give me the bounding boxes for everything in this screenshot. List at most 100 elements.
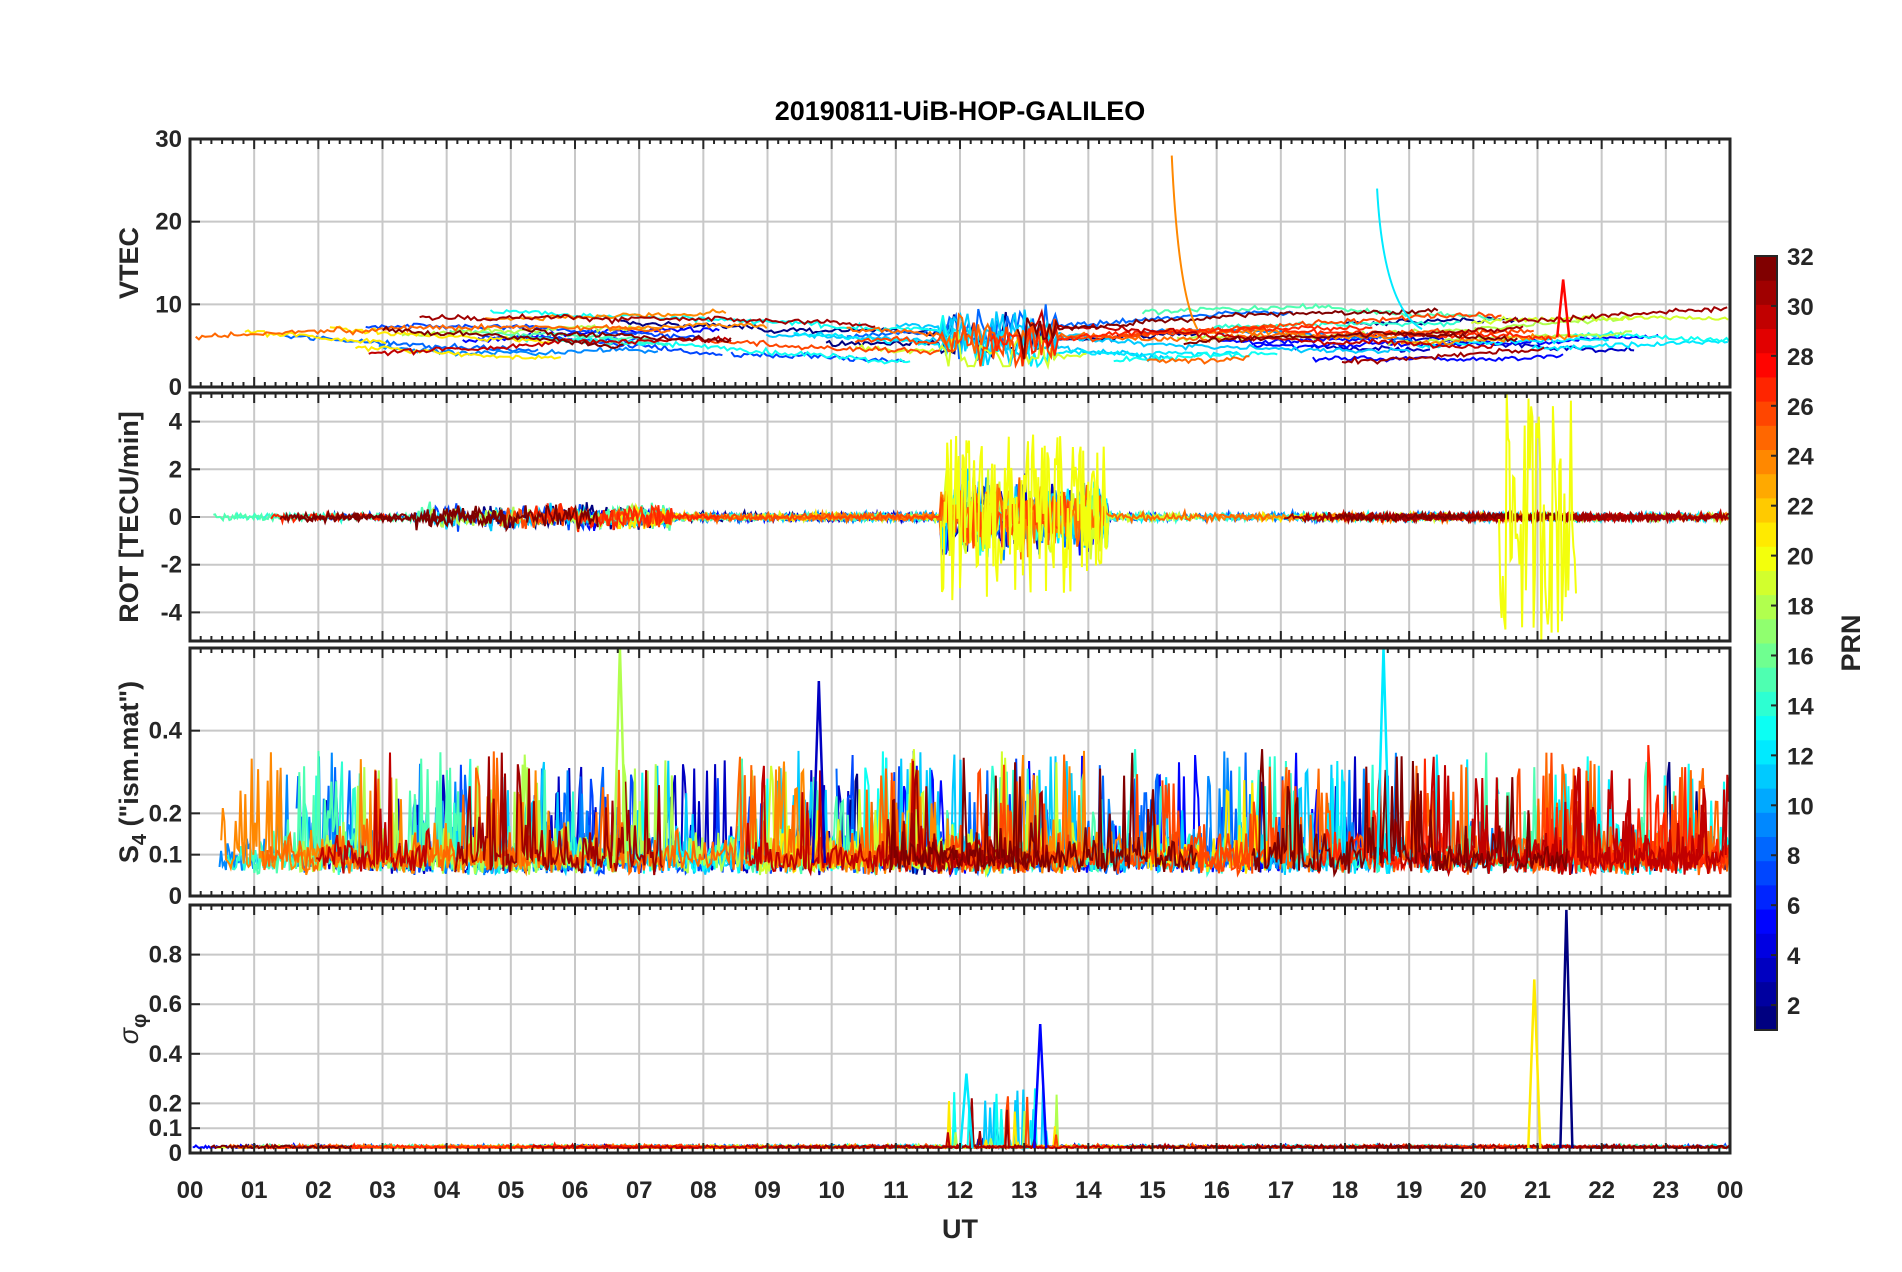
series-line-prn-26 — [1305, 327, 1534, 341]
rot-activity — [939, 434, 1109, 601]
x-tick-label: 09 — [754, 1177, 781, 1204]
colorbar-tick-label: 22 — [1787, 494, 1814, 521]
colorbar-tick-label: 10 — [1787, 793, 1814, 820]
y-tick-label: 20 — [155, 209, 182, 236]
y-axis-label-sigma: σφ — [114, 1014, 151, 1045]
series-line-prn-25 — [612, 754, 1087, 876]
x-tick-label: 12 — [947, 1177, 974, 1204]
series-line-prn-5 — [462, 326, 720, 344]
series-line-prn-30 — [316, 752, 432, 874]
y-axis-label-s4: S4 ("ism.mat") — [114, 681, 151, 863]
colorbar-level — [1755, 739, 1777, 765]
colorbar-level — [1755, 449, 1777, 475]
colorbar-level — [1755, 497, 1777, 523]
x-tick-label: 23 — [1652, 1177, 1679, 1204]
colorbar-level — [1755, 1005, 1777, 1031]
event-spike — [1559, 909, 1574, 1149]
colorbar-level — [1755, 376, 1777, 402]
colorbar-level — [1755, 909, 1777, 934]
series-line-prn-12 — [980, 1119, 1359, 1151]
x-tick-label: 14 — [1075, 1177, 1102, 1204]
colorbar-tick-label: 12 — [1787, 743, 1814, 770]
series-line-prn-19 — [854, 330, 1087, 371]
event-spike — [1376, 648, 1391, 863]
colorbar-level — [1755, 836, 1777, 862]
series-line-prn-31 — [772, 1098, 1037, 1151]
x-tick-label: 00 — [177, 1177, 204, 1204]
series-line-prn-3 — [1310, 343, 1431, 353]
x-tick-label: 11 — [883, 1177, 908, 1204]
panel-vtec: 0 10 20 30 VTEC — [114, 126, 1732, 401]
y-tick-label: 30 — [155, 126, 182, 153]
series-line-prn-33 — [521, 327, 732, 344]
colorbar-level — [1755, 304, 1777, 330]
series-line-prn-31 — [1341, 346, 1545, 365]
y-tick-label: 0 — [169, 374, 182, 401]
colorbar-tick-label: 32 — [1787, 244, 1814, 271]
x-tick-label: 08 — [690, 1177, 717, 1204]
event-spike — [612, 648, 628, 863]
series-line-prn-30 — [745, 760, 1004, 877]
series-line-prn-8 — [284, 334, 539, 353]
series-line-prn-24 — [608, 322, 768, 332]
colorbar-level — [1755, 522, 1777, 547]
colorbar-level — [1755, 933, 1777, 958]
colorbar-tick-label: 18 — [1787, 594, 1814, 621]
colorbar-level — [1755, 643, 1777, 668]
series-line-prn-33 — [1125, 1143, 1460, 1150]
colorbar-level — [1755, 812, 1777, 837]
series-line-prn-21 — [244, 329, 387, 345]
colorbar-level — [1755, 667, 1777, 692]
x-axis-label: UT — [942, 1214, 978, 1244]
series-line-prn-33 — [1183, 330, 1518, 346]
series-line-prn-25 — [1146, 355, 1250, 365]
y-axis-label-vtec: VTEC — [114, 227, 144, 299]
y-tick-label: 0 — [169, 883, 182, 910]
x-tick-label: 19 — [1396, 1177, 1423, 1204]
x-tick-label: 06 — [562, 1177, 589, 1204]
y-tick-label: 10 — [155, 291, 182, 318]
colorbar-tick-label: 4 — [1787, 943, 1801, 970]
colorbar-frame — [1754, 255, 1778, 1031]
series-line-prn-33 — [290, 505, 506, 531]
colorbar-level — [1755, 352, 1777, 378]
panel-s4: 0 0.1 0.2 0.4S4 ("ism.mat") — [114, 646, 1732, 910]
series-line-prn-27 — [989, 323, 1373, 367]
event-spike — [1376, 188, 1423, 331]
colorbar-tick-label: 30 — [1787, 294, 1814, 321]
series-line-prn-33 — [382, 325, 624, 350]
colorbar-level — [1755, 425, 1777, 450]
series-line-prn-13 — [1113, 351, 1278, 363]
x-tick-label: 02 — [305, 1177, 332, 1204]
y-tick-label: -2 — [161, 552, 182, 579]
series-s4 — [218, 648, 1730, 878]
y-tick-label: 0.2 — [149, 800, 182, 827]
colorbar-label: PRN — [1836, 614, 1866, 671]
colorbar-level — [1755, 957, 1777, 983]
series-line-prn-33 — [1251, 749, 1568, 878]
x-tick-label: 04 — [433, 1177, 460, 1204]
y-tick-label: -4 — [161, 599, 183, 626]
colorbar-tick-label: 8 — [1787, 843, 1800, 870]
y-tick-label: 0.1 — [149, 842, 182, 869]
y-tick-label: 4 — [169, 409, 183, 436]
y-tick-label: 0.4 — [149, 718, 183, 745]
y-tick-label: 0 — [169, 504, 182, 531]
event-spike — [1555, 279, 1571, 338]
x-tick-label: 03 — [369, 1177, 396, 1204]
y-tick-label: 0.6 — [149, 991, 182, 1018]
colorbar-level — [1755, 691, 1777, 717]
series-sigma — [192, 909, 1730, 1151]
y-tick-label: 0.2 — [149, 1090, 182, 1117]
series-line-prn-21 — [329, 325, 552, 344]
event-spike — [1032, 1023, 1048, 1149]
series-line-prn-3 — [843, 1104, 1311, 1150]
colorbar-level — [1755, 618, 1777, 644]
x-tick-label: 15 — [1139, 1177, 1166, 1204]
colorbar-level — [1755, 256, 1777, 281]
series-line-prn-26 — [809, 485, 1069, 549]
event-spike — [811, 681, 827, 863]
chart-title: 20190811-UiB-HOP-GALILEO — [775, 96, 1146, 126]
